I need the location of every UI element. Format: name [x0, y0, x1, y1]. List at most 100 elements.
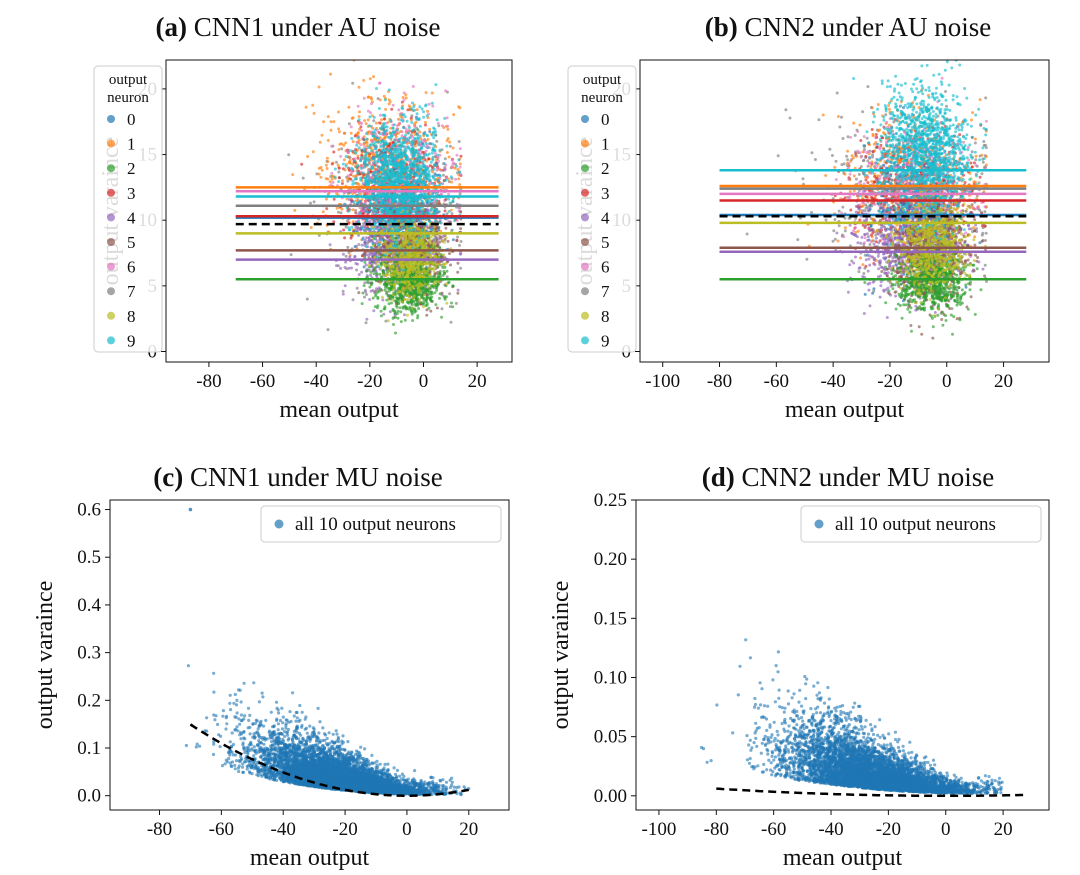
scatter-point — [372, 272, 376, 276]
scatter-point — [361, 291, 365, 295]
scatter-point — [407, 254, 410, 258]
scatter-point — [342, 228, 346, 232]
scatter-point — [356, 154, 360, 158]
scatter-point — [377, 252, 381, 256]
scatter-point — [401, 287, 404, 291]
scatter-point — [289, 253, 293, 257]
scatter-point — [350, 200, 354, 204]
scatter-point — [349, 131, 353, 135]
scatter-point — [370, 283, 373, 287]
scatter-point — [387, 298, 390, 302]
scatter-point — [409, 300, 413, 304]
scatter-point — [399, 320, 403, 324]
scatter-point — [378, 272, 382, 276]
scatter-point — [362, 142, 366, 146]
scatter-point — [443, 157, 447, 161]
scatter-point — [354, 225, 358, 229]
scatter-point — [366, 118, 370, 122]
scatter-point — [347, 266, 351, 270]
scatter-point — [347, 174, 350, 178]
scatter-point — [347, 198, 351, 201]
scatter-point — [403, 234, 406, 238]
scatter-point — [341, 289, 345, 293]
scatter-point — [357, 183, 361, 187]
scatter-point — [367, 268, 371, 272]
scatter-point — [317, 85, 321, 89]
scatter-point — [330, 171, 334, 175]
scatter-point — [441, 266, 445, 269]
scatter-point — [371, 126, 375, 130]
scatter-point — [372, 119, 376, 123]
scatter-point — [370, 263, 374, 267]
scatter-point — [337, 166, 341, 170]
scatter-point — [336, 163, 340, 167]
scatter-point — [396, 281, 400, 285]
scatter-point — [430, 91, 434, 95]
scatter-point — [353, 134, 357, 138]
scatter-point — [425, 288, 429, 292]
scatter-point — [391, 309, 395, 313]
scatter-point — [458, 183, 462, 187]
scatter-point — [351, 298, 355, 302]
scatter-point — [416, 316, 419, 320]
scatter-point — [407, 280, 410, 284]
scatter-point — [423, 282, 427, 286]
scatter-point — [421, 266, 425, 270]
scatter-point — [423, 226, 426, 230]
scatter-point — [332, 220, 336, 224]
scatter-point — [429, 261, 433, 264]
scatter-point — [415, 108, 419, 112]
scatter-point — [445, 151, 449, 154]
scatter-point — [426, 137, 430, 141]
scatter-point — [309, 201, 312, 205]
scatter-point — [412, 105, 416, 109]
scatter-point — [368, 298, 372, 301]
scatter-point — [406, 284, 410, 288]
scatter-point — [459, 227, 463, 231]
scatter-point — [382, 117, 386, 121]
scatter-point — [357, 243, 361, 246]
scatter-point — [429, 235, 433, 239]
scatter-point — [417, 270, 421, 273]
scatter-point — [363, 252, 367, 255]
scatter-point — [341, 292, 345, 296]
scatter-point — [398, 283, 402, 287]
scatter-point — [456, 288, 460, 292]
scatter-point — [386, 319, 390, 323]
scatter-point — [375, 225, 379, 229]
scatter-point — [402, 91, 406, 95]
scatter-point — [427, 157, 431, 161]
scatter-point — [422, 287, 426, 290]
scatter-point — [349, 177, 353, 181]
scatter-point — [448, 140, 452, 144]
scatter-point — [366, 95, 370, 99]
scatter-point — [387, 273, 391, 277]
scatter-point — [414, 144, 417, 148]
scatter-point — [451, 238, 455, 242]
scatter-point — [381, 269, 385, 273]
scatter-point — [444, 236, 448, 240]
scatter-point — [329, 183, 333, 187]
scatter-point — [363, 281, 367, 285]
scatter-point — [390, 273, 394, 277]
scatter-point — [424, 299, 428, 303]
scatter-point — [343, 284, 347, 288]
scatter-point — [340, 147, 344, 151]
scatter-point — [455, 153, 459, 157]
scatter-point — [424, 123, 427, 127]
scatter-point — [457, 140, 461, 143]
scatter-point — [441, 273, 445, 277]
scatter-point — [332, 150, 336, 154]
scatter-point — [449, 208, 453, 212]
scatter-point — [405, 293, 409, 297]
scatter-point — [382, 312, 386, 316]
scatter-point — [346, 177, 350, 181]
scatter-point — [457, 177, 461, 181]
scatter-point — [374, 289, 378, 293]
scatter-point — [312, 111, 316, 115]
scatter-point — [376, 233, 380, 237]
scatter-point — [442, 173, 445, 177]
scatter-point — [357, 115, 361, 118]
scatter-point — [351, 208, 355, 212]
scatter-point — [450, 165, 454, 169]
